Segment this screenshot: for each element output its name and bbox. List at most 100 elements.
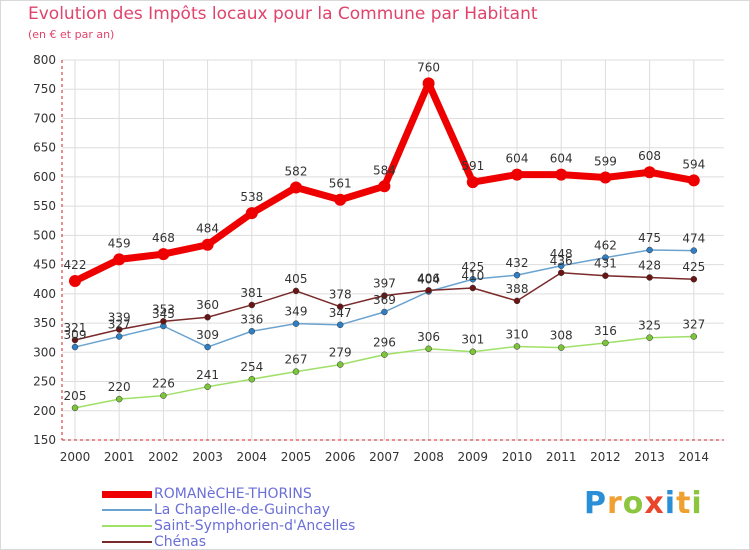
data-point bbox=[602, 254, 609, 261]
legend-label: La Chapelle-de-Guinchay bbox=[154, 502, 330, 518]
y-tick-label: 400 bbox=[33, 287, 56, 301]
data-label: 316 bbox=[594, 324, 617, 338]
y-tick-label: 600 bbox=[33, 170, 56, 184]
data-label: 459 bbox=[108, 236, 131, 250]
x-tick-label: 2001 bbox=[104, 450, 135, 464]
data-point bbox=[71, 343, 79, 351]
data-point bbox=[513, 271, 521, 279]
data-label: 349 bbox=[285, 305, 308, 319]
y-tick-label: 250 bbox=[33, 375, 56, 389]
y-tick-label: 300 bbox=[33, 345, 56, 359]
data-label: 431 bbox=[594, 257, 617, 271]
data-label: 538 bbox=[240, 190, 263, 204]
data-point bbox=[381, 308, 388, 316]
legend-label: ROMANèCHE-THORINS bbox=[154, 486, 312, 502]
data-label: 308 bbox=[550, 329, 573, 343]
data-point bbox=[425, 345, 432, 353]
data-point bbox=[687, 174, 700, 187]
y-tick-label: 500 bbox=[33, 228, 56, 242]
data-label: 339 bbox=[108, 311, 131, 325]
data-label: 484 bbox=[196, 222, 219, 236]
data-point bbox=[602, 339, 609, 347]
data-label: 436 bbox=[550, 254, 573, 268]
data-label: 475 bbox=[638, 231, 661, 245]
x-tick-label: 2007 bbox=[369, 450, 400, 464]
y-tick-label: 350 bbox=[33, 316, 56, 330]
data-label: 405 bbox=[285, 272, 308, 286]
data-point bbox=[557, 269, 565, 277]
data-point bbox=[69, 274, 81, 287]
y-tick-label: 550 bbox=[33, 199, 56, 213]
data-label: 594 bbox=[682, 157, 705, 171]
data-label: 301 bbox=[461, 333, 484, 347]
y-tick-label: 200 bbox=[33, 404, 56, 418]
x-tick-label: 2002 bbox=[148, 450, 179, 464]
data-label: 410 bbox=[461, 269, 484, 283]
data-point bbox=[643, 166, 656, 179]
data-point bbox=[555, 168, 568, 181]
data-point bbox=[115, 333, 123, 340]
data-point bbox=[469, 275, 477, 283]
data-label: 760 bbox=[417, 60, 440, 74]
data-point bbox=[646, 246, 653, 254]
data-point bbox=[646, 334, 653, 341]
data-label: 604 bbox=[550, 152, 573, 166]
data-point bbox=[71, 336, 79, 344]
data-label: 220 bbox=[108, 380, 131, 394]
data-label: 309 bbox=[196, 328, 219, 342]
data-label: 462 bbox=[594, 239, 617, 253]
data-label: 468 bbox=[152, 231, 175, 245]
data-point bbox=[381, 292, 388, 299]
data-label: 254 bbox=[240, 360, 263, 374]
x-tick-label: 2009 bbox=[458, 450, 489, 464]
data-label: 347 bbox=[329, 306, 352, 320]
data-point bbox=[336, 303, 344, 310]
data-label: 599 bbox=[594, 155, 617, 169]
data-point bbox=[425, 287, 432, 294]
data-point bbox=[292, 287, 300, 295]
data-label: 422 bbox=[64, 258, 87, 272]
proxiti-logo: Proxiti bbox=[584, 486, 703, 521]
data-label: 381 bbox=[240, 286, 263, 300]
data-label: 353 bbox=[152, 302, 175, 316]
data-point bbox=[248, 328, 256, 335]
data-point bbox=[513, 297, 521, 305]
legend-swatch-romaneche bbox=[102, 490, 152, 498]
data-label: 582 bbox=[285, 164, 308, 178]
data-point bbox=[248, 375, 256, 383]
data-point bbox=[160, 318, 167, 325]
data-point bbox=[378, 180, 391, 193]
data-point bbox=[599, 171, 612, 184]
data-point bbox=[201, 238, 214, 251]
data-label: 325 bbox=[638, 319, 661, 333]
data-point bbox=[204, 313, 211, 321]
data-point bbox=[690, 275, 698, 283]
data-label: 425 bbox=[682, 260, 705, 274]
data-label: 327 bbox=[108, 318, 131, 332]
data-label: 591 bbox=[461, 159, 484, 173]
y-tick-label: 750 bbox=[33, 82, 56, 96]
data-point bbox=[248, 301, 256, 309]
data-point bbox=[292, 320, 300, 327]
data-label: 279 bbox=[329, 346, 352, 360]
data-point bbox=[336, 321, 344, 329]
data-point bbox=[513, 343, 521, 350]
data-point bbox=[290, 181, 302, 194]
legend-label: Saint-Symphorien-d'Ancelles bbox=[154, 518, 356, 534]
data-point bbox=[204, 343, 211, 351]
data-label: 425 bbox=[461, 260, 484, 274]
data-label: 584 bbox=[373, 163, 396, 177]
data-label: 428 bbox=[638, 258, 661, 272]
data-label: 226 bbox=[152, 377, 175, 391]
legend-swatch-chapelle bbox=[102, 509, 152, 511]
y-tick-label: 700 bbox=[33, 111, 56, 125]
data-label: 296 bbox=[373, 336, 396, 350]
data-label: 406 bbox=[417, 271, 440, 285]
data-label: 241 bbox=[196, 368, 219, 382]
x-tick-label: 2004 bbox=[237, 450, 268, 464]
data-point bbox=[690, 247, 698, 254]
data-label: 306 bbox=[417, 330, 440, 344]
data-point bbox=[113, 253, 126, 266]
data-label: 360 bbox=[196, 298, 219, 312]
data-label: 604 bbox=[506, 152, 529, 166]
